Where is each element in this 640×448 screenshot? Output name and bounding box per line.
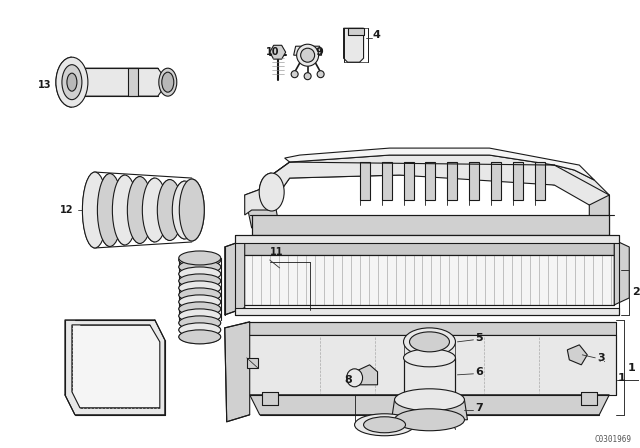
- Ellipse shape: [179, 274, 221, 288]
- Polygon shape: [404, 162, 413, 200]
- Ellipse shape: [179, 251, 221, 265]
- Polygon shape: [262, 392, 278, 405]
- Ellipse shape: [179, 309, 221, 323]
- Text: 5: 5: [476, 333, 483, 343]
- Ellipse shape: [127, 177, 152, 243]
- Polygon shape: [65, 320, 165, 415]
- Polygon shape: [360, 162, 369, 200]
- Polygon shape: [128, 68, 138, 96]
- Polygon shape: [250, 395, 609, 415]
- Ellipse shape: [142, 178, 167, 242]
- Ellipse shape: [394, 409, 465, 431]
- Polygon shape: [344, 28, 364, 62]
- Text: C0301969: C0301969: [595, 435, 631, 444]
- Ellipse shape: [159, 68, 177, 96]
- Ellipse shape: [179, 330, 221, 344]
- Ellipse shape: [179, 179, 204, 241]
- Polygon shape: [240, 240, 614, 255]
- Ellipse shape: [179, 267, 221, 281]
- Text: 1: 1: [627, 363, 635, 373]
- Polygon shape: [589, 195, 609, 235]
- Polygon shape: [426, 162, 435, 200]
- Polygon shape: [70, 68, 168, 96]
- Polygon shape: [447, 162, 458, 200]
- Ellipse shape: [364, 417, 406, 433]
- Polygon shape: [567, 345, 588, 365]
- Ellipse shape: [404, 328, 456, 356]
- Text: 6: 6: [476, 367, 483, 377]
- Ellipse shape: [297, 44, 319, 66]
- Polygon shape: [381, 162, 392, 200]
- Polygon shape: [271, 155, 609, 215]
- Ellipse shape: [301, 48, 315, 62]
- Polygon shape: [614, 240, 629, 305]
- Ellipse shape: [179, 295, 221, 309]
- Polygon shape: [355, 365, 378, 385]
- Polygon shape: [536, 162, 545, 200]
- Ellipse shape: [179, 302, 221, 316]
- Ellipse shape: [56, 57, 88, 107]
- Ellipse shape: [355, 414, 415, 436]
- Polygon shape: [470, 162, 479, 200]
- Polygon shape: [72, 325, 160, 408]
- Ellipse shape: [259, 173, 284, 211]
- Polygon shape: [285, 148, 595, 180]
- Polygon shape: [581, 392, 597, 405]
- Polygon shape: [492, 162, 501, 200]
- Polygon shape: [244, 185, 278, 228]
- Ellipse shape: [404, 349, 456, 367]
- Text: 11: 11: [269, 247, 283, 257]
- Text: 13: 13: [38, 80, 51, 90]
- Text: 7: 7: [476, 403, 483, 413]
- Text: 1: 1: [617, 373, 625, 383]
- Ellipse shape: [113, 175, 138, 245]
- Polygon shape: [252, 215, 609, 235]
- Ellipse shape: [172, 181, 197, 239]
- Polygon shape: [404, 358, 456, 400]
- Ellipse shape: [157, 180, 182, 241]
- Ellipse shape: [179, 253, 221, 267]
- Ellipse shape: [67, 73, 77, 91]
- Polygon shape: [244, 335, 616, 395]
- Ellipse shape: [162, 72, 174, 92]
- Ellipse shape: [179, 316, 221, 330]
- Ellipse shape: [179, 323, 221, 337]
- Text: 2: 2: [632, 287, 640, 297]
- Polygon shape: [294, 46, 322, 55]
- Text: 12: 12: [60, 205, 74, 215]
- Polygon shape: [235, 308, 620, 315]
- Text: 4: 4: [372, 30, 380, 40]
- Ellipse shape: [410, 332, 449, 352]
- Ellipse shape: [62, 65, 82, 99]
- Ellipse shape: [179, 281, 221, 295]
- Polygon shape: [246, 358, 258, 368]
- Ellipse shape: [394, 389, 465, 411]
- Polygon shape: [348, 28, 364, 35]
- Polygon shape: [235, 235, 620, 243]
- Ellipse shape: [179, 260, 221, 274]
- Ellipse shape: [83, 172, 108, 248]
- Text: 3: 3: [597, 353, 605, 363]
- Ellipse shape: [179, 288, 221, 302]
- Text: 10: 10: [266, 47, 279, 57]
- Text: 8: 8: [344, 375, 353, 385]
- Polygon shape: [262, 155, 554, 198]
- Ellipse shape: [404, 391, 456, 409]
- Polygon shape: [513, 162, 524, 200]
- Polygon shape: [244, 185, 271, 215]
- Ellipse shape: [347, 369, 363, 387]
- Polygon shape: [225, 322, 250, 422]
- Ellipse shape: [291, 71, 298, 78]
- Polygon shape: [240, 255, 614, 305]
- Polygon shape: [225, 240, 244, 315]
- Polygon shape: [392, 400, 467, 420]
- Ellipse shape: [304, 73, 311, 80]
- Polygon shape: [244, 322, 616, 335]
- Text: 9: 9: [316, 47, 323, 57]
- Polygon shape: [269, 45, 285, 59]
- Ellipse shape: [317, 71, 324, 78]
- Text: · ·: · ·: [599, 359, 606, 365]
- Ellipse shape: [97, 173, 122, 246]
